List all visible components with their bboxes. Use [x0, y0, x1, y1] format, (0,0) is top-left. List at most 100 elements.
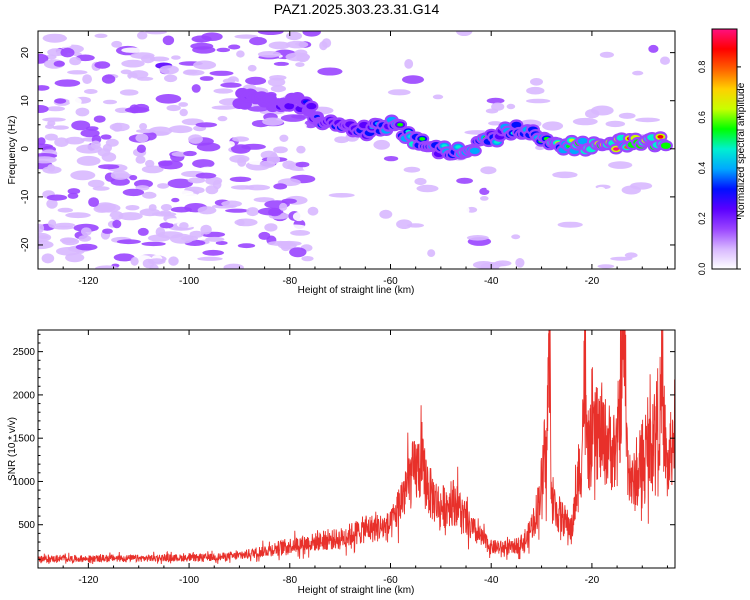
spectrogram-ridge-cell — [511, 121, 522, 129]
spectrogram-cell — [209, 70, 234, 76]
spectrogram-cell — [38, 137, 46, 146]
snr-y-label: SNR (10 * v/v) — [7, 417, 18, 481]
colorbar-tick-label: 0.8 — [697, 61, 707, 74]
spectrogram-cell — [137, 227, 149, 236]
spectrogram-cell — [59, 237, 77, 244]
spectrogram-cell — [416, 184, 439, 193]
spectrogram-x-tick-label: -80 — [283, 276, 298, 287]
spectrogram-cell — [240, 124, 256, 132]
spectrogram-cell — [383, 156, 399, 162]
colorbar-ticks: 0.0 0.2 0.4 0.6 0.8 — [697, 61, 741, 276]
spectrogram-cell — [154, 149, 164, 159]
spectrogram-cell — [542, 121, 564, 131]
spectrogram-cell — [245, 76, 267, 85]
spectrogram-cell — [403, 166, 421, 173]
spectrogram-cell — [183, 150, 197, 157]
spectrogram-cell — [112, 219, 122, 229]
spectrogram-cell — [402, 75, 424, 84]
spectrogram-cell — [557, 221, 583, 228]
snr-x-label: Height of straight line (km) — [298, 585, 415, 596]
spectrogram-cell — [102, 228, 113, 234]
spectrogram-cell — [236, 219, 245, 226]
spectrogram-cell — [660, 56, 670, 65]
spectrogram-cell — [116, 239, 141, 245]
spectrogram-cell — [152, 174, 167, 180]
spectrogram-y-tick-label: -20 — [20, 237, 31, 252]
spectrogram-cell — [139, 123, 148, 130]
spectrogram-cell — [179, 108, 188, 117]
spectrogram-cell — [101, 74, 116, 84]
spectrogram-y-tick-label: 20 — [20, 47, 31, 59]
spectrogram-cell — [597, 264, 615, 269]
spectrogram-cell — [292, 211, 306, 222]
spectrogram-cell — [38, 105, 49, 113]
spectrogram-cell — [67, 188, 81, 195]
spectrogram-y-tick-label: 10 — [20, 95, 31, 107]
spectrogram-cell — [160, 204, 172, 211]
spectrogram-cell — [236, 50, 245, 58]
spectrogram-cell — [225, 114, 251, 124]
snr-x-tick-label: -100 — [179, 575, 199, 586]
spectrogram-cell — [169, 233, 194, 244]
spectrogram-cell — [246, 258, 257, 266]
spectrogram-cell — [289, 247, 307, 258]
spectrogram-ridge-cell — [577, 137, 588, 145]
colorbar-tick-label: 0.0 — [697, 263, 707, 276]
spectrogram-cell — [317, 67, 343, 76]
spectrogram-cell — [60, 47, 75, 58]
spectrogram-cell — [96, 203, 121, 213]
spectrogram-cell — [511, 234, 521, 240]
spectrogram-cell — [247, 106, 269, 112]
spectrogram-cell — [130, 52, 155, 59]
spectrogram-cell — [290, 230, 311, 236]
spectrogram-cell — [506, 103, 516, 110]
spectrogram-cell — [279, 134, 289, 142]
spectrogram-cell — [618, 112, 636, 119]
spectrogram-cell — [257, 51, 281, 58]
spectrogram-cell — [133, 103, 150, 112]
spectrogram-cell — [422, 171, 434, 177]
spectrogram-cell — [488, 121, 503, 126]
spectrogram-ridge-cell — [660, 142, 671, 149]
spectrogram-cell — [195, 172, 217, 179]
spectrogram-cell — [159, 222, 174, 229]
spectrogram-ridge-core — [455, 145, 462, 149]
spectrogram-cell — [247, 64, 257, 72]
spectrogram-cell — [249, 37, 267, 46]
spectrogram-y-tick-label: 0 — [20, 146, 31, 152]
spectrogram-cell — [141, 165, 164, 174]
spectrogram-cell — [135, 133, 149, 143]
spectrogram-x-tick-label: -100 — [179, 276, 199, 287]
spectrogram-cell — [624, 252, 638, 258]
spectrogram-cell — [273, 61, 289, 66]
spectrogram-cell — [614, 238, 631, 248]
spectrogram-cell — [456, 177, 473, 184]
spectrogram-cell — [48, 219, 57, 228]
spectrogram-cell — [334, 136, 349, 144]
spectrogram-cell — [480, 166, 497, 175]
spectrogram-cell — [418, 126, 445, 134]
spectrogram-cell — [109, 122, 130, 132]
spectrogram-ridge-cell — [240, 101, 250, 108]
spectrogram-cell — [166, 104, 181, 112]
spectrogram-cell — [253, 197, 275, 203]
spectrogram-frame — [37, 30, 676, 270]
spectrogram-cell — [281, 198, 297, 204]
spectrogram-cell — [88, 197, 99, 208]
spectrogram-cell — [90, 140, 101, 150]
spectrogram-cell — [302, 31, 321, 37]
spectrogram-ridge-core — [419, 137, 426, 141]
spectrogram-cell — [47, 48, 64, 57]
spectrogram-cell — [122, 188, 145, 197]
spectrogram-cell — [404, 59, 414, 69]
snr-y-tick-label: 2500 — [13, 347, 36, 358]
spectrogram-cell — [93, 115, 106, 123]
spectrogram-cell — [466, 235, 489, 241]
snr-y-tick-label: 1000 — [13, 477, 36, 488]
spectrogram-cell — [147, 258, 166, 265]
spectrogram-cell — [141, 241, 166, 247]
spectrogram-cell — [552, 171, 578, 179]
spectrogram-x-tick-label: -120 — [78, 276, 98, 287]
snr-x-tick-label: -80 — [283, 575, 298, 586]
